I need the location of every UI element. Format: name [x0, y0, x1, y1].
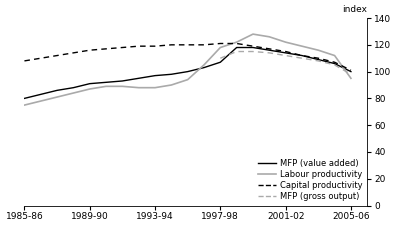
Labour productivity — [349, 77, 353, 80]
MFP (value added) — [55, 89, 60, 92]
Capital productivity — [283, 50, 288, 53]
MFP (value added) — [87, 82, 92, 85]
Line: Labour productivity: Labour productivity — [25, 34, 351, 105]
Labour productivity — [283, 41, 288, 44]
MFP (gross output) — [234, 50, 239, 53]
Labour productivity — [71, 92, 76, 94]
Labour productivity — [332, 54, 337, 57]
MFP (value added) — [218, 61, 223, 64]
Labour productivity — [87, 88, 92, 90]
MFP (gross output) — [267, 52, 272, 54]
MFP (gross output) — [283, 54, 288, 57]
Line: MFP (gross output): MFP (gross output) — [220, 52, 351, 74]
MFP (gross output) — [218, 57, 223, 59]
Capital productivity — [251, 45, 255, 47]
Capital productivity — [316, 57, 321, 59]
MFP (value added) — [136, 77, 141, 80]
Capital productivity — [39, 57, 43, 59]
Labour productivity — [104, 85, 108, 88]
Capital productivity — [71, 52, 76, 54]
Labour productivity — [39, 100, 43, 102]
MFP (gross output) — [251, 50, 255, 53]
Capital productivity — [104, 47, 108, 50]
Capital productivity — [332, 61, 337, 64]
Capital productivity — [169, 43, 174, 46]
Labour productivity — [234, 41, 239, 44]
Capital productivity — [349, 69, 353, 72]
Capital productivity — [218, 42, 223, 45]
Text: index: index — [342, 5, 367, 14]
MFP (value added) — [300, 54, 304, 57]
MFP (value added) — [251, 46, 255, 49]
MFP (value added) — [22, 97, 27, 100]
MFP (value added) — [283, 52, 288, 54]
Labour productivity — [152, 86, 157, 89]
Capital productivity — [300, 54, 304, 57]
MFP (value added) — [120, 80, 125, 82]
Capital productivity — [152, 45, 157, 47]
Labour productivity — [169, 84, 174, 86]
Capital productivity — [55, 54, 60, 57]
MFP (value added) — [316, 58, 321, 61]
Capital productivity — [136, 45, 141, 47]
MFP (value added) — [104, 81, 108, 84]
MFP (value added) — [332, 62, 337, 65]
Labour productivity — [267, 35, 272, 38]
MFP (gross output) — [316, 59, 321, 62]
Capital productivity — [202, 43, 206, 46]
MFP (value added) — [349, 70, 353, 73]
MFP (value added) — [152, 74, 157, 77]
Labour productivity — [185, 78, 190, 81]
MFP (gross output) — [332, 64, 337, 66]
MFP (value added) — [39, 93, 43, 96]
MFP (gross output) — [349, 73, 353, 76]
Legend: MFP (value added), Labour productivity, Capital productivity, MFP (gross output): MFP (value added), Labour productivity, … — [258, 159, 363, 201]
Capital productivity — [185, 43, 190, 46]
Capital productivity — [120, 46, 125, 49]
MFP (gross output) — [300, 57, 304, 59]
Capital productivity — [22, 59, 27, 62]
Line: MFP (value added): MFP (value added) — [25, 47, 351, 98]
MFP (value added) — [169, 73, 174, 76]
Labour productivity — [251, 33, 255, 35]
MFP (value added) — [234, 46, 239, 49]
Labour productivity — [136, 86, 141, 89]
Labour productivity — [120, 85, 125, 88]
Capital productivity — [267, 47, 272, 50]
Labour productivity — [202, 64, 206, 66]
Labour productivity — [22, 104, 27, 106]
Labour productivity — [300, 45, 304, 47]
Labour productivity — [316, 49, 321, 52]
Capital productivity — [87, 49, 92, 52]
Capital productivity — [234, 42, 239, 45]
MFP (value added) — [202, 66, 206, 69]
MFP (value added) — [185, 70, 190, 73]
Labour productivity — [218, 46, 223, 49]
MFP (value added) — [71, 86, 76, 89]
Labour productivity — [55, 96, 60, 99]
Line: Capital productivity: Capital productivity — [25, 44, 351, 70]
MFP (value added) — [267, 49, 272, 52]
